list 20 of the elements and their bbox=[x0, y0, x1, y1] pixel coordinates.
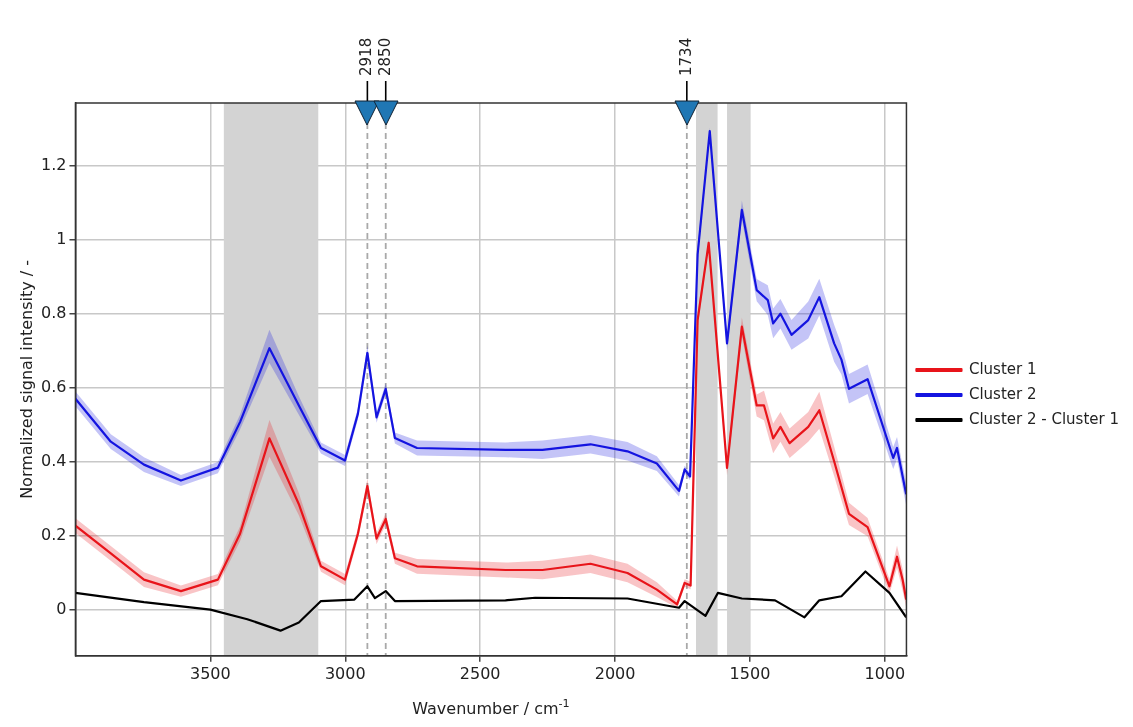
ref-line-label: 2918 bbox=[357, 37, 376, 76]
y-axis-title: Normalized signal intensity / - bbox=[17, 259, 37, 499]
ref-line-label: 1734 bbox=[676, 37, 695, 76]
x-tick-label: 2500 bbox=[459, 663, 501, 683]
legend-label: Cluster 1 bbox=[968, 359, 1037, 378]
x-tick-label: 1500 bbox=[729, 663, 771, 683]
y-tick-label: 1.2 bbox=[40, 155, 67, 175]
legend-label: Cluster 2 - Cluster 1 bbox=[968, 409, 1120, 428]
y-tick-label: 1 bbox=[56, 228, 67, 248]
y-tick-label: 0.4 bbox=[40, 450, 67, 470]
x-tick-label: 2000 bbox=[594, 663, 636, 683]
y-tick-label: 0.2 bbox=[40, 524, 67, 544]
x-tick-label: 3500 bbox=[189, 663, 231, 683]
y-tick-label: 0.6 bbox=[40, 376, 67, 396]
x-tick-label: 3000 bbox=[324, 663, 366, 683]
y-tick-label: 0.8 bbox=[40, 302, 67, 322]
y-tick-label: 0 bbox=[56, 598, 67, 618]
x-tick-label: 1000 bbox=[864, 663, 906, 683]
legend-label: Cluster 2 bbox=[968, 384, 1037, 403]
ref-line-label: 2850 bbox=[375, 37, 394, 76]
